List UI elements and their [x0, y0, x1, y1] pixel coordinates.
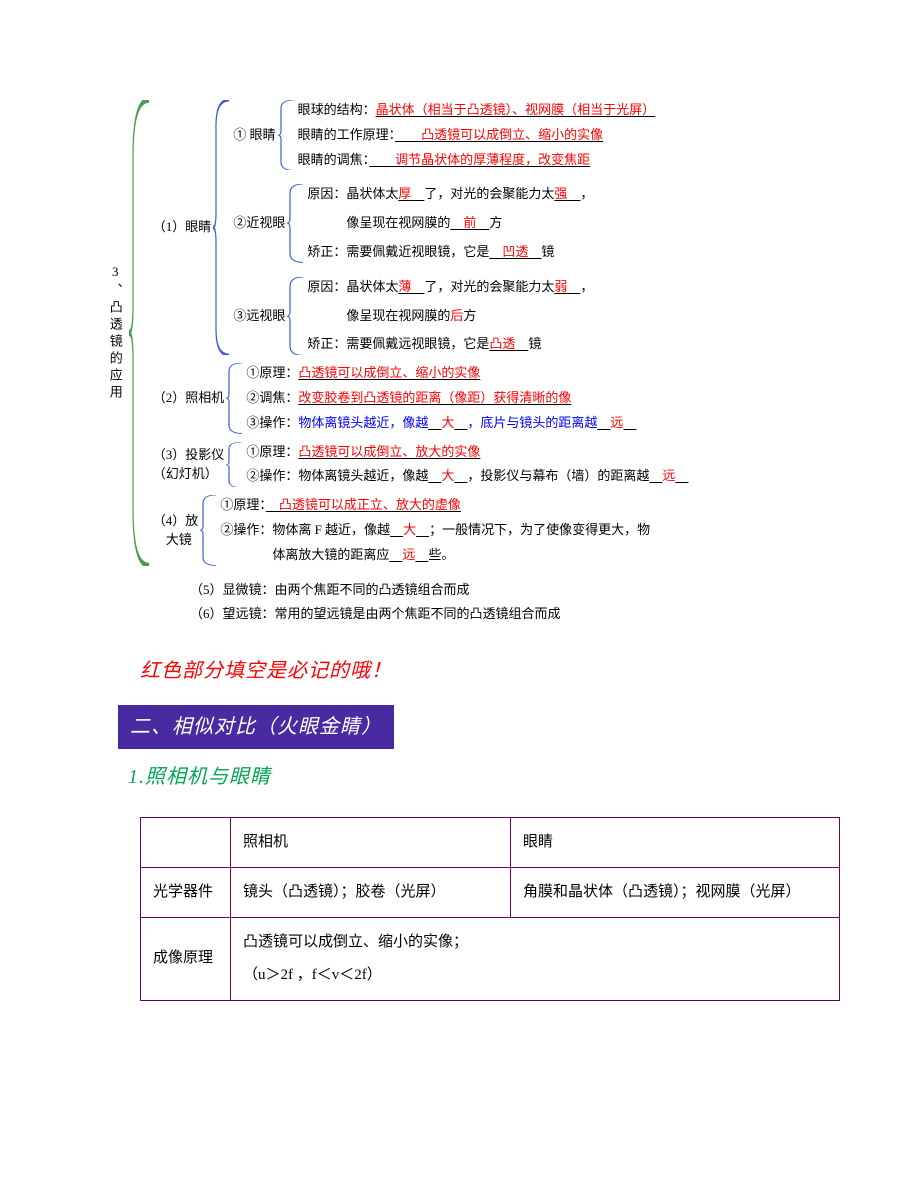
- magnifier-lines: ①原理： 凸透镜可以成正立、放大的虚像 ②操作：物体离 F 越近，像越 大 ；一…: [218, 495, 650, 565]
- node-eye: （1）眼睛 ① 眼睛: [151, 100, 689, 355]
- projector-label: （3）投影仪 （幻灯机）: [151, 445, 227, 484]
- eye1-l1: 眼球的结构：晶状体（相当于凸透镜）、视网膜（相当于光屏）: [298, 100, 656, 121]
- compare-table: 照相机 眼睛 光学器件 镜头（凸透镜）；胶卷（光屏） 角膜和晶状体（凸透镜）；视…: [140, 817, 840, 1001]
- telescope-line: （6）望远镜：常用的望远镜是由两个焦距不同的凸透镜组合而成: [190, 602, 840, 627]
- section2-title: 二、相似对比（火眼金睛）: [118, 705, 394, 749]
- node-eye-1: ① 眼睛 眼球的结构：晶状体（相当于凸透镜）、视网膜（相当于光屏） 眼睛的工作原…: [231, 100, 655, 170]
- near-r2: 像呈现在视网膜的 前 方: [307, 213, 593, 234]
- outline-tree: 3、凸透镜的应用 （1）眼睛 ① 眼睛: [100, 100, 840, 566]
- camera-lines: ①原理：凸透镜可以成倒立、缩小的实像 ②调焦：改变胶卷到凸透镜的距离（像距）获得…: [244, 363, 636, 433]
- sub1-title: 1.照相机与眼睛: [128, 761, 840, 793]
- bracket-eye: [213, 100, 231, 355]
- projector-l1: ①原理：凸透镜可以成倒立、放大的实像: [246, 442, 688, 463]
- node-camera: （2）照相机 ①原理：凸透镜可以成倒立、缩小的实像 ②调焦：改变胶卷到凸透镜的距…: [151, 363, 689, 433]
- extra-items: （5）显微镜：由两个焦距不同的凸透镜组合而成 （6）望远镜：常用的望远镜是由两个…: [190, 578, 840, 627]
- eye-label: （1）眼睛: [151, 217, 214, 238]
- near-r3: 矫正：需要佩戴近视眼镜，它是 凹透 镜: [307, 242, 593, 263]
- th-blank: [141, 817, 231, 867]
- section2-title-wrap: 二、相似对比（火眼金睛）: [100, 699, 840, 757]
- row2-c1: 凸透镜可以成倒立、缩小的实像； （u＞2f ，f＜v＜2f）: [231, 917, 840, 1000]
- row1-c1: 镜头（凸透镜）；胶卷（光屏）: [231, 867, 511, 917]
- eye1-l3: 眼睛的调焦： 调节晶状体的厚薄程度，改变焦距: [298, 150, 656, 171]
- page: 3、凸透镜的应用 （1）眼睛 ① 眼睛: [0, 0, 920, 1041]
- row2-h: 成像原理: [141, 917, 231, 1000]
- far-r2: 像呈现在视网膜的后方: [307, 306, 593, 327]
- eye-children: ① 眼睛 眼球的结构：晶状体（相当于凸透镜）、视网膜（相当于光屏） 眼睛的工作原…: [231, 100, 655, 355]
- root-children: （1）眼睛 ① 眼睛: [151, 100, 689, 566]
- magnifier-l2: ②操作：物体离 F 越近，像越 大 ；一般情况下，为了使像变得更大，物: [220, 520, 650, 541]
- bracket-far: [287, 277, 305, 355]
- camera-l2: ②调焦：改变胶卷到凸透镜的距离（像距）获得清晰的像: [246, 388, 636, 409]
- table-row: 成像原理 凸透镜可以成倒立、缩小的实像； （u＞2f ，f＜v＜2f）: [141, 917, 840, 1000]
- bracket-eye1: [278, 100, 296, 170]
- camera-l1: ①原理：凸透镜可以成倒立、缩小的实像: [246, 363, 636, 384]
- bracket-near: [287, 184, 305, 262]
- magnifier-l2b: 体离放大镜的距离应 远 些。: [220, 545, 650, 566]
- far-r3: 矫正：需要佩戴远视眼镜，它是凸透 镜: [307, 334, 593, 355]
- microscope-line: （5）显微镜：由两个焦距不同的凸透镜组合而成: [190, 578, 840, 603]
- far-lines: 原因：晶状体太薄 了，对光的会聚能力太弱 ， 像呈现在视网膜的后方 矫正：需要佩…: [305, 277, 593, 355]
- bracket-projector: [226, 442, 244, 488]
- camera-l3: ③操作：物体离镜头越近，像越 大 ，底片与镜头的距离越 远: [246, 413, 636, 434]
- magnifier-label: （4）放 大镜: [151, 511, 201, 550]
- table-row: 照相机 眼睛: [141, 817, 840, 867]
- eye1-label: ① 眼睛: [231, 125, 277, 146]
- node-projector: （3）投影仪 （幻灯机） ①原理：凸透镜可以成倒立、放大的实像 ②操作：物体离镜…: [151, 442, 689, 488]
- magnifier-l1: ①原理： 凸透镜可以成正立、放大的虚像: [220, 495, 650, 516]
- far-label: ③远视眼: [231, 306, 287, 327]
- projector-l2: ②操作：物体离镜头越近，像越 大 ，投影仪与幕布（墙）的距离越 远: [246, 466, 688, 487]
- bracket-root: [129, 100, 151, 566]
- row1-h: 光学器件: [141, 867, 231, 917]
- bracket-magnifier: [200, 495, 218, 565]
- th-eye: 眼睛: [511, 817, 840, 867]
- th-camera: 照相机: [231, 817, 511, 867]
- row1-c2: 角膜和晶状体（凸透镜）；视网膜（光屏）: [511, 867, 840, 917]
- near-r1: 原因：晶状体太厚 了，对光的会聚能力太强 ，: [307, 184, 593, 205]
- table-row: 光学器件 镜头（凸透镜）；胶卷（光屏） 角膜和晶状体（凸透镜）；视网膜（光屏）: [141, 867, 840, 917]
- far-r1: 原因：晶状体太薄 了，对光的会聚能力太弱 ，: [307, 277, 593, 298]
- node-magnifier: （4）放 大镜 ①原理： 凸透镜可以成正立、放大的虚像 ②操作：物体离 F 越近…: [151, 495, 689, 565]
- near-label: ②近视眼: [231, 213, 287, 234]
- node-eye-near: ②近视眼 原因：晶状体太厚 了，对光的会聚能力太强 ， 像呈现在视网膜的 前 方…: [231, 184, 655, 262]
- eye1-l2: 眼睛的工作原理： 凸透镜可以成倒立、缩小的实像: [298, 125, 656, 146]
- node-eye-far: ③远视眼 原因：晶状体太薄 了，对光的会聚能力太弱 ， 像呈现在视网膜的后方 矫…: [231, 277, 655, 355]
- projector-lines: ①原理：凸透镜可以成倒立、放大的实像 ②操作：物体离镜头越近，像越 大 ，投影仪…: [244, 442, 688, 488]
- near-lines: 原因：晶状体太厚 了，对光的会聚能力太强 ， 像呈现在视网膜的 前 方 矫正：需…: [305, 184, 593, 262]
- bracket-camera: [226, 363, 244, 433]
- eye1-lines: 眼球的结构：晶状体（相当于凸透镜）、视网膜（相当于光屏） 眼睛的工作原理： 凸透…: [296, 100, 656, 170]
- root-label: 3、凸透镜的应用: [100, 264, 129, 402]
- note-red: 红色部分填空是必记的哦！: [140, 655, 840, 687]
- camera-label: （2）照相机: [151, 389, 227, 407]
